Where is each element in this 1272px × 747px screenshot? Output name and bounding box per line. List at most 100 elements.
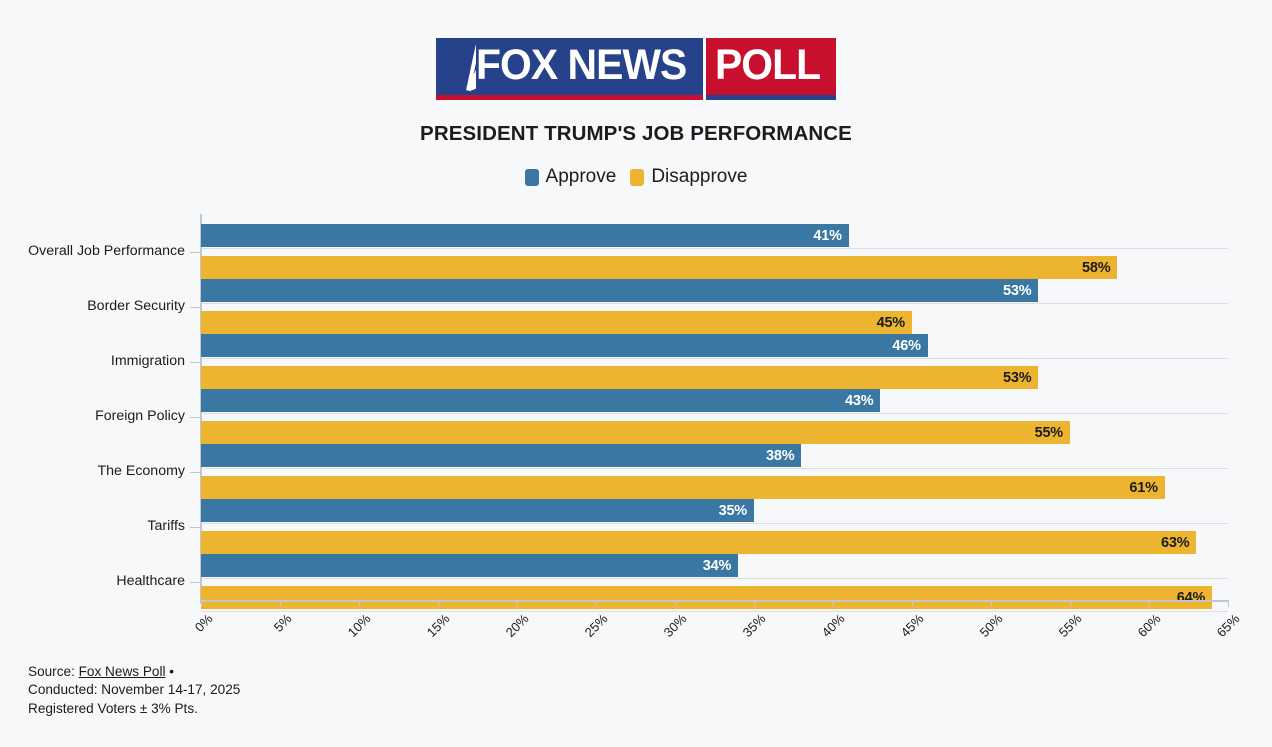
category-tick — [190, 251, 200, 253]
x-tick-label: 40% — [818, 611, 848, 641]
x-tick-mark — [596, 600, 598, 607]
logo-group: FOX NEWS POLL — [435, 38, 836, 100]
footer-source-suffix: • — [165, 664, 175, 679]
x-tick-mark — [991, 600, 993, 607]
legend-item-disapprove[interactable]: Disapprove — [630, 166, 747, 188]
plot-area: Overall Job Performance 41% 58% Border Secu… — [0, 210, 1272, 613]
x-tick-mark — [912, 600, 914, 607]
category-tick — [190, 306, 200, 308]
category-tick — [190, 471, 200, 473]
x-tick-mark — [1149, 600, 1151, 607]
footer-conducted: Conducted: November 14-17, 2025 — [28, 682, 241, 698]
logo-poll-box: POLL — [706, 38, 836, 100]
category-tick — [190, 361, 200, 363]
legend-swatch-approve — [524, 168, 539, 186]
bar-value-label: 53% — [1002, 369, 1032, 386]
group-separator — [201, 468, 1228, 470]
y-axis-line — [200, 214, 202, 604]
bar-approve[interactable]: 41% — [201, 224, 849, 247]
category-label: The Economy — [97, 462, 185, 479]
category-label: Foreign Policy — [95, 407, 185, 424]
logo-poll-text: POLL — [715, 40, 821, 89]
bar-approve[interactable]: 53% — [201, 279, 1039, 302]
logo-fox-news-box: FOX NEWS — [435, 38, 704, 100]
bar-approve[interactable]: 43% — [201, 389, 881, 412]
category-label: Overall Job Performance — [28, 242, 185, 259]
chart-legend: Approve Disapprove — [0, 166, 1272, 188]
x-tick-label: 60% — [1134, 611, 1164, 641]
bar-value-label: 38% — [765, 447, 795, 464]
bar-approve[interactable]: 46% — [201, 334, 928, 357]
legend-swatch-disapprove — [630, 168, 645, 186]
bar-approve[interactable]: 35% — [201, 499, 754, 522]
bar-value-label: 63% — [1160, 534, 1190, 551]
x-tick-label: 50% — [976, 611, 1006, 641]
bar-value-label: 43% — [844, 392, 874, 409]
bar-disapprove[interactable]: 61% — [201, 476, 1165, 499]
x-tick-mark — [517, 600, 519, 607]
logo-fox-news-text: FOX NEWS — [475, 40, 687, 89]
x-tick-mark — [359, 600, 361, 607]
searchlight-beam-icon — [440, 38, 476, 95]
group-separator — [201, 413, 1228, 415]
footer-margin-of-error: Registered Voters ± 3% Pts. — [28, 700, 198, 716]
bar-disapprove[interactable]: 53% — [201, 366, 1039, 389]
x-tick-mark — [1070, 600, 1072, 607]
group-separator — [201, 523, 1228, 525]
category-tick — [190, 526, 200, 528]
category-label: Border Security — [87, 297, 185, 314]
bar-value-label: 45% — [876, 314, 906, 331]
x-axis-line — [200, 600, 1228, 602]
chart-title: PRESIDENT TRUMP'S JOB PERFORMANCE — [420, 122, 852, 145]
legend-label-disapprove: Disapprove — [651, 166, 748, 187]
footer-notes: Source: Fox News Poll • Conducted: Novem… — [28, 663, 240, 718]
category-label: Healthcare — [116, 572, 185, 589]
group-separator — [201, 303, 1228, 305]
group-separator — [201, 611, 1228, 613]
bar-approve[interactable]: 34% — [201, 554, 739, 577]
footer-source-prefix: Source: — [28, 664, 79, 679]
x-tick-label: 35% — [739, 611, 769, 641]
source-link[interactable]: Fox News Poll — [78, 664, 166, 679]
fox-news-poll-logo: FOX NEWS POLL — [0, 38, 1272, 100]
bar-value-label: 41% — [813, 227, 842, 244]
x-tick-mark — [833, 600, 835, 607]
x-tick-label: 15% — [423, 611, 453, 641]
bar-value-label: 46% — [892, 337, 921, 354]
bar-value-label: 35% — [718, 502, 748, 519]
group-separator — [201, 578, 1228, 580]
legend-item-approve[interactable]: Approve — [524, 166, 617, 188]
x-axis: 0% 5% 10% 15% 20% 25% 30% 35% 40% 45% 50% 55% 60% 65% — [0, 600, 1272, 650]
bar-value-label: 53% — [1002, 282, 1032, 299]
x-tick-label: 55% — [1055, 611, 1085, 641]
x-tick-mark — [675, 600, 677, 607]
category-tick — [190, 581, 200, 583]
x-tick-label: 30% — [660, 611, 690, 641]
bar-value-label: 34% — [702, 557, 732, 574]
x-tick-mark — [201, 600, 203, 607]
bar-approve[interactable]: 38% — [201, 444, 802, 467]
group-separator — [201, 248, 1228, 250]
legend-label-approve: Approve — [545, 166, 617, 187]
category-label: Immigration — [110, 352, 185, 369]
bar-value-label: 55% — [1034, 424, 1064, 441]
x-tick-label: 20% — [502, 611, 532, 641]
x-tick-mark — [280, 600, 282, 607]
x-tick-label: 10% — [344, 611, 374, 641]
category-tick — [190, 416, 200, 418]
bar-disapprove[interactable]: 63% — [201, 531, 1197, 554]
group-separator — [201, 358, 1228, 360]
bar-disapprove[interactable]: 58% — [201, 256, 1118, 279]
x-tick-label: 25% — [581, 611, 611, 641]
x-tick-mark — [1228, 600, 1230, 607]
category-label: Tariffs — [147, 517, 185, 534]
x-tick-label: 45% — [897, 611, 927, 641]
x-tick-mark — [438, 600, 440, 607]
footer-source-line: Source: Fox News Poll • — [28, 663, 240, 681]
bar-disapprove[interactable]: 55% — [201, 421, 1070, 444]
bar-disapprove[interactable]: 45% — [201, 311, 912, 334]
x-tick-mark — [754, 600, 756, 607]
x-tick-label: 65% — [1213, 611, 1243, 641]
bar-value-label: 58% — [1081, 259, 1111, 276]
